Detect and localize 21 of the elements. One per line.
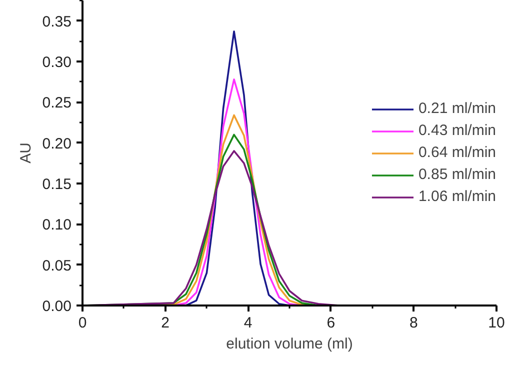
y-tick-label: 0.15: [42, 176, 72, 193]
y-tick-label: 0.30: [42, 54, 72, 71]
x-axis-title: elution volume (ml): [226, 336, 353, 352]
y-tick-label: 0.20: [42, 135, 72, 152]
y-axis-title: AU: [17, 142, 34, 164]
legend-label: 0.21 ml/min: [418, 100, 496, 117]
x-tick-label: 6: [326, 314, 336, 332]
x-tick-label: 2: [161, 314, 170, 332]
legend-label: 0.85 ml/min: [418, 166, 496, 183]
y-tick-label: 0.00: [42, 298, 72, 315]
legend-label: 0.64 ml/min: [418, 144, 496, 161]
legend-label: 1.06 ml/min: [418, 188, 496, 205]
legend-label: 0.43 ml/min: [418, 122, 496, 139]
y-tick-label: 0.25: [42, 94, 72, 112]
y-tick-label: 0.35: [42, 13, 72, 30]
y-tick-label: 0.10: [42, 216, 72, 234]
x-tick-label: 8: [410, 314, 418, 332]
x-tick-label: 10: [488, 314, 505, 332]
x-tick-label: 4: [244, 314, 252, 332]
x-tick-label: 0: [78, 314, 87, 332]
y-tick-label: 0.05: [42, 257, 72, 274]
